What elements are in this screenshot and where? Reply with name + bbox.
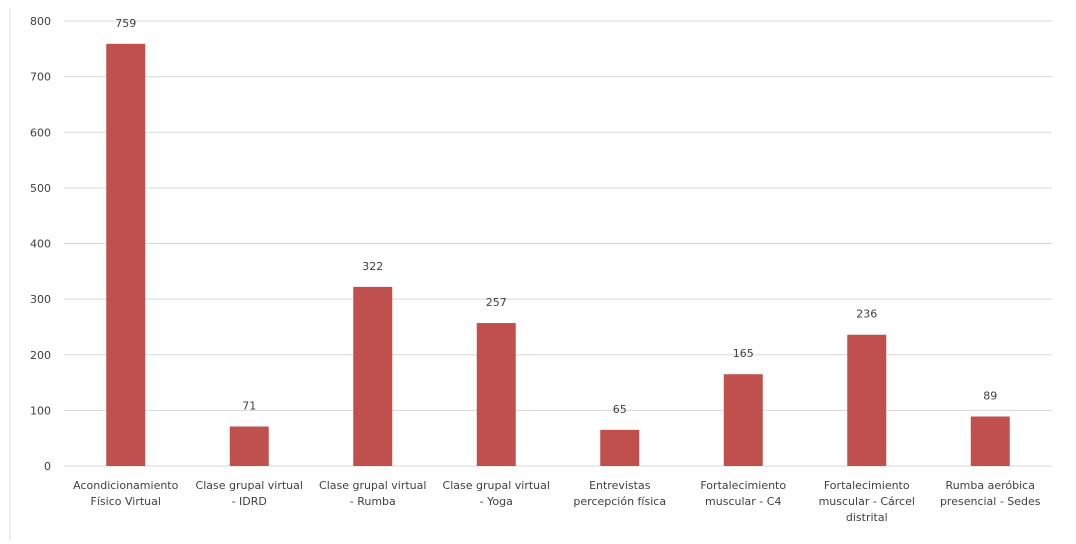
y-axis-ticks: 0 100 200 300 400 500 600 700 800 — [30, 15, 51, 473]
x-category-label: Fortalecimiento muscular - Cárcel distrita… — [819, 479, 915, 524]
x-category-label-line: muscular - C4 — [705, 495, 781, 508]
x-category-label: Fortalecimiento muscular - C4 — [700, 479, 786, 508]
x-category-label-line: presencial - Sedes — [940, 495, 1041, 508]
x-category-label-line: Clase grupal virtual — [196, 479, 303, 492]
data-label: 65 — [613, 403, 627, 416]
x-category-label: Clase grupal virtual - IDRD — [196, 479, 303, 508]
data-label: 257 — [486, 296, 507, 309]
y-tick-label: 500 — [30, 182, 51, 195]
data-label: 322 — [362, 260, 383, 273]
x-category-label-line: Rumba aeróbica — [946, 479, 1035, 492]
gridlines — [64, 20, 1052, 467]
bar — [723, 374, 763, 466]
x-category-label-line: - Yoga — [480, 495, 513, 508]
x-category-label-line: Clase grupal virtual — [319, 479, 426, 492]
data-label: 759 — [115, 17, 136, 30]
x-category-label-line: Clase grupal virtual — [443, 479, 550, 492]
y-tick-label: 700 — [30, 71, 51, 84]
bar — [600, 429, 640, 466]
bars — [106, 43, 1010, 467]
bar — [847, 334, 887, 466]
x-category-label-line: distrital — [846, 511, 888, 524]
y-tick-label: 0 — [44, 460, 51, 473]
y-tick-label: 100 — [30, 404, 51, 417]
y-tick-label: 200 — [30, 349, 51, 362]
x-category-label: Clase grupal virtual - Yoga — [443, 479, 550, 508]
data-label: 89 — [983, 389, 997, 402]
x-category-label-line: Físico Virtual — [91, 495, 161, 508]
x-category-label-line: percepción física — [573, 495, 666, 508]
bar — [476, 323, 516, 466]
x-category-label-line: Fortalecimiento — [700, 479, 786, 492]
data-label: 165 — [733, 347, 754, 360]
x-axis-categories: Acondicionamiento Físico Virtual Clase gru… — [73, 479, 1041, 524]
x-category-label-line: - Rumba — [350, 495, 396, 508]
x-category-label-line: Fortalecimiento — [824, 479, 910, 492]
y-tick-label: 600 — [30, 126, 51, 139]
bar — [353, 286, 393, 466]
x-category-label-line: Acondicionamiento — [73, 479, 178, 492]
data-label: 71 — [242, 400, 256, 413]
x-category-label: Acondicionamiento Físico Virtual — [73, 479, 178, 508]
bar — [229, 426, 269, 466]
x-category-label: Rumba aeróbica presencial - Sedes — [940, 479, 1041, 508]
y-tick-label: 300 — [30, 293, 51, 306]
bar — [106, 43, 146, 467]
bar — [970, 416, 1010, 466]
x-category-label-line: - IDRD — [232, 495, 267, 508]
y-tick-label: 800 — [30, 15, 51, 28]
data-labels: 759 71 322 257 65 165 236 89 — [115, 17, 997, 416]
x-category-label-line: muscular - Cárcel — [819, 495, 915, 508]
x-category-label: Entrevistas percepción física — [573, 479, 666, 508]
x-category-label: Clase grupal virtual - Rumba — [319, 479, 426, 508]
data-label: 236 — [856, 308, 877, 321]
x-category-label-line: Entrevistas — [589, 479, 651, 492]
y-tick-label: 400 — [30, 238, 51, 251]
